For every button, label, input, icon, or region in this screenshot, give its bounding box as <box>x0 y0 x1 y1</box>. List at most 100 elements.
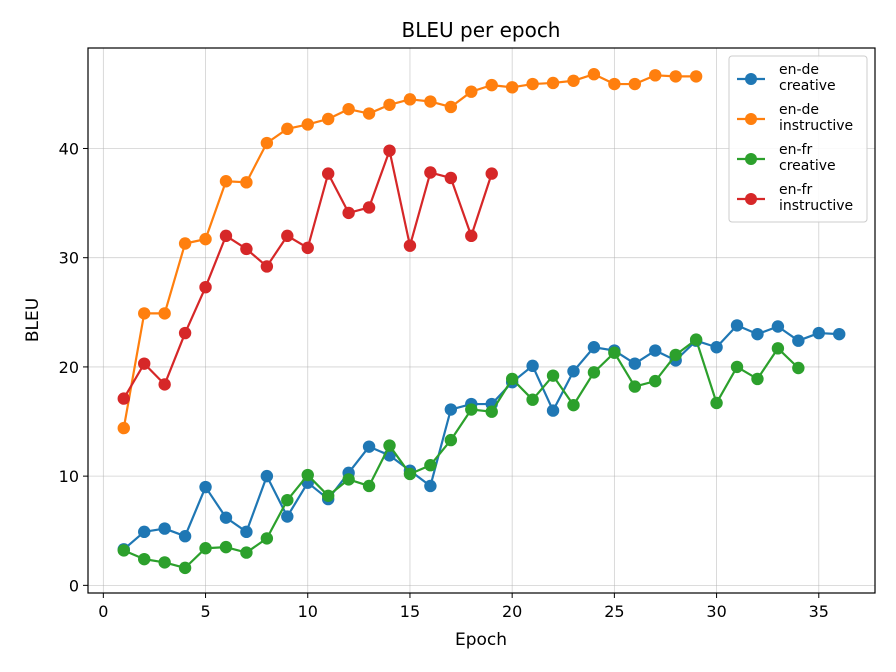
data-point <box>485 167 498 180</box>
data-point <box>771 320 785 333</box>
data-point <box>751 327 764 341</box>
data-point <box>240 525 253 539</box>
data-point <box>138 307 151 320</box>
data-point <box>608 346 621 359</box>
data-point <box>546 404 560 417</box>
data-point <box>628 357 642 370</box>
data-point <box>158 307 171 320</box>
data-point <box>301 118 314 131</box>
series-line <box>123 338 800 569</box>
data-point <box>424 166 437 179</box>
x-tick-label: 35 <box>809 602 829 621</box>
legend-item: en-de instructive <box>737 102 853 134</box>
y-tick-label: 40 <box>59 139 79 158</box>
series-layer <box>117 68 846 575</box>
data-point <box>546 369 560 382</box>
data-point <box>219 175 233 188</box>
data-point <box>751 372 764 386</box>
data-point <box>444 433 458 447</box>
plot-frame <box>87 47 876 594</box>
data-point <box>117 392 130 405</box>
data-point <box>587 341 601 354</box>
data-point <box>403 93 417 106</box>
data-point <box>649 374 662 388</box>
data-point <box>608 77 621 91</box>
data-point <box>792 361 805 375</box>
legend-label: en-fr instructive <box>779 182 853 214</box>
data-point <box>403 467 417 481</box>
data-point <box>526 359 539 373</box>
data-point <box>178 326 192 340</box>
data-point <box>138 525 151 539</box>
data-point <box>138 357 151 370</box>
data-point <box>240 242 253 256</box>
data-point <box>281 493 294 507</box>
data-point <box>689 70 703 83</box>
data-point <box>424 95 437 108</box>
data-point <box>138 552 151 566</box>
data-point <box>199 480 212 494</box>
series-1 <box>117 68 703 435</box>
data-point <box>240 546 253 559</box>
data-point <box>771 342 785 355</box>
data-point <box>465 85 478 98</box>
data-point <box>444 403 458 416</box>
ticks: 0 5 10 15 20 25 30 35 0 10 20 30 40 <box>59 139 829 621</box>
x-tick-label: 0 <box>98 602 108 621</box>
data-point <box>158 556 171 569</box>
data-point <box>730 360 744 374</box>
x-tick-label: 10 <box>298 602 318 621</box>
data-point <box>342 102 355 116</box>
data-point <box>260 260 274 273</box>
y-axis-label: BLEU <box>23 298 43 342</box>
data-point <box>444 171 458 185</box>
data-point <box>710 341 723 354</box>
legend-box <box>728 55 868 223</box>
y-tick-label: 10 <box>59 467 79 486</box>
data-point <box>526 77 539 91</box>
data-point <box>219 511 233 524</box>
legend-marker <box>745 153 757 165</box>
legend-label: en-de instructive <box>779 102 853 134</box>
y-tick-label: 0 <box>69 576 79 595</box>
x-axis-label: Epoch <box>455 630 507 650</box>
data-point <box>260 136 274 150</box>
data-point <box>403 239 417 252</box>
data-point <box>342 206 355 220</box>
data-point <box>833 327 846 341</box>
data-point <box>689 333 703 346</box>
legend-item: en-de creative <box>737 62 836 94</box>
data-point <box>628 380 642 393</box>
data-point <box>669 348 682 362</box>
data-point <box>567 74 580 87</box>
data-point <box>383 98 396 111</box>
data-point <box>485 405 498 418</box>
x-tick-label: 20 <box>502 602 522 621</box>
y-tick-label: 20 <box>59 358 79 377</box>
data-point <box>219 540 233 554</box>
x-tick-label: 30 <box>706 602 726 621</box>
data-point <box>526 393 539 406</box>
data-point <box>117 421 130 435</box>
data-point <box>567 398 580 412</box>
data-point <box>649 69 662 82</box>
data-point <box>505 81 519 94</box>
data-point <box>649 344 662 357</box>
data-point <box>424 479 437 493</box>
data-point <box>321 489 335 502</box>
legend-marker <box>745 73 757 85</box>
chart-title: BLEU per epoch <box>402 18 561 42</box>
data-point <box>730 319 744 332</box>
data-point <box>199 542 212 555</box>
data-point <box>301 468 314 482</box>
data-point <box>199 232 212 246</box>
legend-label: en-fr creative <box>779 142 836 174</box>
data-point <box>117 544 130 557</box>
data-point <box>383 439 396 452</box>
data-point <box>260 469 274 483</box>
data-point <box>505 372 519 386</box>
data-point <box>240 176 253 189</box>
data-point <box>444 100 458 114</box>
data-point <box>710 396 723 410</box>
